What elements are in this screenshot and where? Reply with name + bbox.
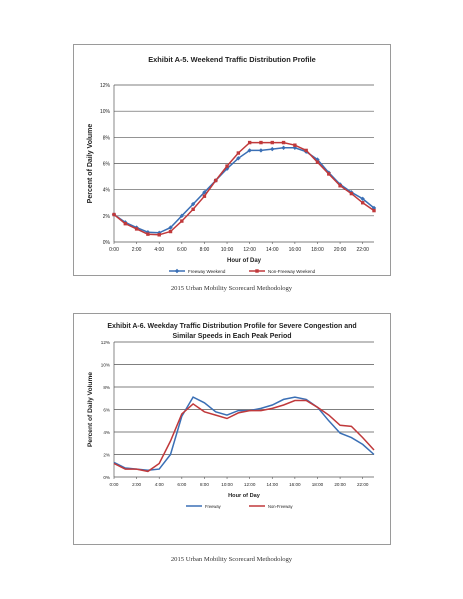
figure-caption: 2015 Urban Mobility Scorecard Methodolog… — [170, 556, 293, 563]
legend-label: Freeway Weekend — [188, 269, 226, 274]
legend-label: Freeway — [205, 504, 222, 509]
x-tick-label: 22:00 — [356, 247, 369, 253]
x-tick-label: 14:00 — [267, 482, 279, 487]
x-tick-label: 0:00 — [110, 482, 119, 487]
y-tick-label: 12% — [101, 340, 110, 345]
x-tick-label: 10:00 — [221, 482, 233, 487]
data-point — [123, 221, 128, 226]
data-point — [259, 140, 263, 145]
x-tick-label: 20:00 — [334, 247, 347, 253]
y-tick-label: 8% — [103, 385, 110, 390]
x-axis-title: Hour of Day — [227, 258, 262, 264]
x-tick-label: 4:00 — [155, 482, 164, 487]
data-point — [371, 205, 377, 211]
chart-title: Exhibit A-6. Weekday Traffic Distributio… — [74, 322, 390, 342]
chart-weekend-profile: Exhibit A-5. Weekend Traffic Distributio… — [73, 44, 391, 276]
chart-title-line: Exhibit A-6. Weekday Traffic Distributio… — [107, 323, 357, 330]
x-tick-label: 22:00 — [357, 482, 369, 487]
data-point — [338, 184, 342, 188]
data-point — [191, 207, 195, 211]
data-point — [360, 196, 365, 202]
x-tick-label: 8:00 — [200, 482, 209, 487]
data-point — [202, 194, 207, 198]
legend-label: Non-Freeway — [268, 504, 294, 509]
series-line — [113, 147, 375, 234]
y-tick-label: 6% — [103, 162, 111, 168]
y-tick-label: 2% — [103, 214, 111, 220]
data-point — [247, 148, 252, 153]
series-line — [113, 399, 375, 473]
y-tick-label: 10% — [101, 363, 110, 368]
data-point — [360, 201, 365, 205]
data-point — [270, 146, 275, 152]
y-tick-label: 12% — [100, 83, 111, 89]
data-point — [179, 213, 185, 219]
x-tick-label: 6:00 — [177, 482, 186, 487]
data-point — [292, 145, 298, 150]
x-tick-label: 14:00 — [266, 247, 279, 253]
y-tick-label: 10% — [100, 109, 111, 115]
data-point — [190, 201, 196, 207]
data-point — [168, 229, 173, 234]
data-point — [270, 140, 274, 145]
x-tick-label: 4:00 — [154, 247, 164, 253]
x-tick-label: 16:00 — [289, 482, 301, 487]
data-point — [315, 160, 320, 164]
x-tick-label: 8:00 — [200, 247, 210, 253]
data-point — [281, 145, 286, 150]
series-line — [113, 396, 375, 472]
data-point — [281, 140, 286, 145]
x-tick-label: 20:00 — [334, 482, 346, 487]
x-tick-label: 0:00 — [109, 247, 119, 253]
data-point — [145, 229, 151, 235]
data-point — [214, 178, 218, 183]
figure-caption: 2015 Urban Mobility Scorecard Methodolog… — [170, 285, 293, 292]
x-tick-label: 12:00 — [243, 247, 256, 253]
y-tick-label: 4% — [103, 430, 110, 435]
data-point — [146, 232, 150, 236]
chart-weekday-profile: Exhibit A-6. Weekday Traffic Distributio… — [73, 313, 391, 545]
series-line — [113, 141, 375, 236]
chart-title-line: Similar Speeds in Each Peak Period — [172, 333, 292, 340]
x-tick-label: 2:00 — [132, 247, 142, 253]
y-axis-title: Percent of Daily Volume — [87, 372, 94, 447]
data-point — [168, 225, 173, 230]
x-tick-label: 6:00 — [177, 247, 187, 253]
chart-title: Exhibit A-5. Weekend Traffic Distributio… — [148, 55, 316, 64]
y-tick-label: 6% — [103, 408, 110, 413]
data-point — [157, 233, 161, 237]
legend-marker — [255, 269, 259, 273]
data-point — [247, 140, 252, 145]
chart-plot-weekend: 0% 2% 4% 6% 8% 10% 12% 0:00 2:00 4:00 6:00 8:00 10:0… — [87, 83, 377, 274]
x-tick-label: 10:00 — [221, 247, 234, 253]
y-tick-label: 0% — [103, 240, 111, 246]
x-axis-title: Hour of Day — [228, 493, 261, 499]
y-axis-title: Percent of Daily Volume — [87, 124, 94, 204]
data-point — [304, 148, 308, 153]
data-point — [327, 172, 331, 176]
data-point — [372, 208, 376, 213]
data-point — [112, 212, 116, 217]
data-point — [180, 219, 184, 223]
data-point — [236, 151, 241, 155]
legend-marker — [174, 268, 180, 274]
data-point — [258, 148, 264, 153]
legend-label: Non-Freeway Weekend — [268, 269, 316, 274]
x-tick-label: 18:00 — [311, 247, 324, 253]
chart-plot-weekday: 0% 2% 4% 6% 8% 10% 12% 0:00 2:00 4:00 6:00 8:00 10:0… — [87, 340, 375, 509]
x-tick-label: 12:00 — [244, 482, 256, 487]
data-point — [236, 156, 241, 161]
x-tick-label: 18:00 — [312, 482, 324, 487]
y-tick-label: 8% — [103, 135, 111, 141]
x-tick-label: 2:00 — [132, 482, 141, 487]
x-tick-label: 16:00 — [289, 247, 302, 253]
data-point — [134, 227, 139, 231]
data-point — [349, 191, 354, 196]
y-tick-label: 0% — [103, 475, 110, 480]
y-tick-label: 4% — [103, 188, 111, 194]
y-tick-label: 2% — [103, 453, 110, 458]
data-point — [293, 143, 297, 147]
data-point — [225, 164, 229, 168]
